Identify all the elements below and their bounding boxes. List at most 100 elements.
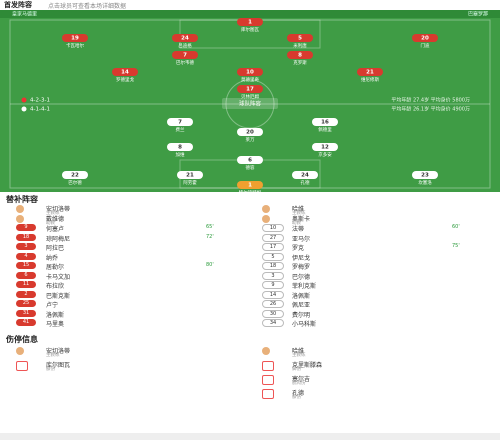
- injury-icon: [262, 375, 274, 385]
- lineup-button-label: 球队阵容: [239, 100, 262, 108]
- player-name: 佩德里: [318, 126, 332, 133]
- player-number: 7: [183, 53, 187, 59]
- sub-number: 14: [262, 290, 284, 299]
- sub-number: 2: [16, 290, 36, 298]
- player-badge: [167, 118, 193, 126]
- sub-number: 27: [262, 233, 284, 242]
- sub-number: 18: [16, 233, 36, 241]
- player-number: 16: [321, 120, 329, 126]
- away-info: 平均年龄 26.1岁 平均身价 4900万: [391, 106, 470, 113]
- sub-number: 4: [16, 252, 36, 260]
- injury-name: 克里斯滕森: [292, 362, 323, 369]
- player-badge: [172, 51, 198, 59]
- staff-avatar: [16, 205, 24, 213]
- player-name: 罗德里戈: [116, 76, 134, 83]
- player-number: 14: [121, 70, 129, 76]
- injury-name: 塞尔吉: [292, 376, 311, 383]
- staff-name: 戴维德: [46, 215, 65, 223]
- staff-name: 安切洛蒂: [46, 206, 71, 213]
- player-number: 5: [298, 36, 302, 42]
- sub-event: 60': [452, 224, 460, 230]
- player-badge: [237, 156, 263, 164]
- player-badge: [287, 51, 313, 59]
- injury-name: 孔德: [292, 390, 305, 397]
- player-number: 6: [248, 158, 252, 164]
- player-number: 17: [246, 87, 254, 93]
- staff-role: 主教练: [46, 211, 60, 216]
- player-name: 特尔施特根: [239, 189, 262, 192]
- lineup-subtitle: 点击球员可查看本场详细数据: [48, 3, 127, 10]
- sub-name: 马里奥: [46, 321, 65, 328]
- sub-name: 法蒂: [292, 226, 305, 233]
- player-name: 阿劳霍: [183, 179, 197, 186]
- player-number: 12: [321, 145, 329, 151]
- sub-name: 卢宁: [46, 302, 59, 309]
- sub-name: 阿拉巴: [46, 245, 65, 252]
- injury-staff-avatar: [262, 347, 270, 355]
- sub-number: 15: [16, 262, 36, 269]
- player-badge: [412, 171, 438, 179]
- player-name: 孔德: [301, 179, 310, 186]
- home-info: 平均年龄 27.4岁 平均身价 5800万: [391, 97, 470, 104]
- player-badge: [312, 143, 338, 151]
- player-badge: [177, 171, 203, 179]
- player-number: 21: [366, 70, 374, 76]
- player-name: 贝林厄姆: [241, 93, 259, 100]
- player-badge: [237, 68, 263, 76]
- player-name: 维尼修斯: [361, 76, 379, 83]
- player-name: 吕迪格: [178, 42, 192, 49]
- sub-name: 佩尼亚: [292, 302, 311, 309]
- player-name: 米利唐: [293, 42, 307, 49]
- injury-reason: 膝伤: [292, 395, 301, 400]
- sub-name: 伊尼戈: [292, 254, 311, 262]
- sub-name: 罗梅罗: [292, 264, 311, 271]
- player-badge: [287, 34, 313, 42]
- sub-number: 34: [262, 319, 284, 327]
- sub-event: 75': [452, 243, 460, 249]
- player-number: 21: [186, 173, 194, 179]
- injury-name: 库尔图瓦: [46, 362, 71, 369]
- sub-name: 费尔明: [292, 311, 311, 319]
- home-dot: [21, 97, 27, 103]
- player-name: 卡瓦哈尔: [66, 42, 84, 49]
- player-name: 巴尔德: [68, 179, 82, 186]
- player-name: 德容: [246, 164, 255, 171]
- injury-staff-name: 安切洛蒂: [46, 348, 71, 355]
- sub-number: 5: [262, 252, 284, 261]
- sub-event: 65': [206, 224, 214, 230]
- injury-icon: [262, 389, 274, 399]
- injury-reason: 肌肉伤: [292, 381, 306, 386]
- lineup-title: 首发阵容: [4, 1, 32, 9]
- player-badge: [412, 34, 438, 42]
- staff-name: 奥斯卡: [292, 215, 311, 223]
- injury-icon: [262, 361, 274, 371]
- player-badge: [237, 85, 263, 93]
- sub-name: 巴尔德: [292, 273, 311, 281]
- player-badge: [112, 68, 138, 76]
- sub-number: 25: [16, 300, 36, 307]
- sub-number: 3: [262, 271, 284, 280]
- player-number: 24: [301, 173, 309, 179]
- sub-name: 亚马尔: [292, 235, 311, 243]
- sub-number: 9: [262, 281, 284, 289]
- away-team-name: 巴塞罗那: [468, 11, 488, 18]
- staff-role: 助教: [292, 220, 301, 226]
- subs-title: 替补阵容: [6, 195, 38, 204]
- player-name: 克罗斯: [293, 59, 307, 66]
- sub-name: 琼阿梅尼: [46, 235, 71, 243]
- player-number: 20: [246, 130, 254, 136]
- player-name: 莱万: [246, 136, 255, 143]
- injury-staff-role: 主教练: [46, 353, 60, 358]
- player-number: 8: [178, 145, 182, 151]
- sub-number: 6: [16, 271, 36, 279]
- player-badge: [167, 143, 193, 151]
- player-badge: [172, 34, 198, 42]
- lineup-button[interactable]: [222, 98, 278, 109]
- player-badge: [62, 171, 88, 179]
- sub-number: 18: [262, 262, 284, 270]
- sub-number: 9: [16, 224, 36, 231]
- player-number: 7: [178, 120, 182, 126]
- staff-role: 主教练: [292, 211, 306, 216]
